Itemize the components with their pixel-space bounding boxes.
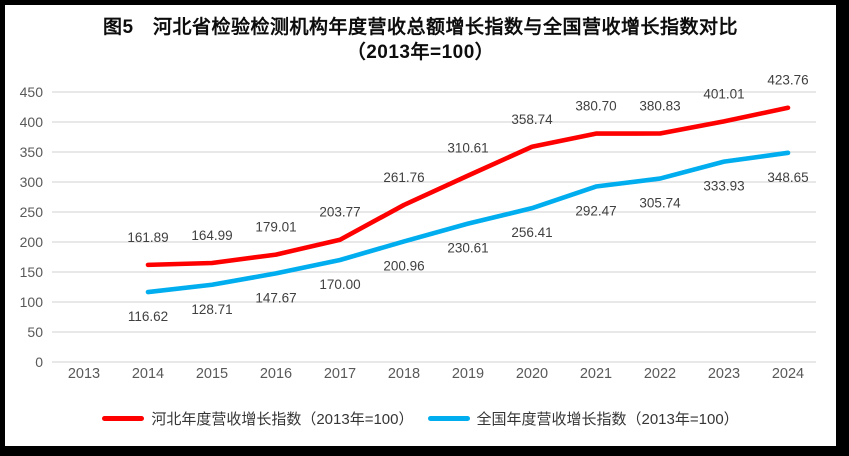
x-axis-tick-label: 2022 (644, 366, 676, 382)
x-axis-tick-label: 2017 (324, 366, 356, 382)
legend-swatch-1 (427, 416, 470, 421)
chart-canvas: 0 50 100 150 200 250 300 350 400 450 2013 2014 2015 2… (5, 5, 836, 446)
data-label: 310.61 (447, 141, 488, 156)
line-chart: 0 50 100 150 200 250 300 350 400 450 2013 2014 2015 2… (20, 73, 816, 382)
y-axis-tick-label: 350 (20, 144, 44, 160)
x-axis-tick-label: 2024 (772, 366, 804, 382)
data-label: 203.77 (319, 205, 360, 220)
data-label: 380.83 (639, 99, 680, 114)
data-label: 128.71 (191, 302, 232, 317)
data-label: 116.62 (128, 309, 168, 324)
x-axis-tick-label: 2018 (388, 366, 420, 382)
y-axis-tick-label: 150 (20, 264, 44, 280)
legend-label-0: 河北年度营收增长指数（2013年=100） (151, 411, 414, 428)
data-label: 179.01 (255, 220, 296, 235)
chart-title: 图5 河北省检验检测机构年度营收总额增长指数与全国营收增长指数对比 （2013年… (5, 15, 836, 65)
data-label: 200.96 (383, 258, 424, 273)
data-label: 348.65 (767, 170, 808, 185)
y-axis-tick-label: 100 (20, 294, 44, 310)
data-label: 380.70 (575, 99, 616, 114)
data-label: 256.41 (511, 225, 552, 240)
data-label: 292.47 (575, 204, 616, 219)
series-line-0 (145, 105, 791, 268)
legend-item-1: 全国年度营收增长指数（2013年=100） (427, 408, 739, 429)
data-label: 147.67 (255, 290, 296, 305)
y-axis-tick-label: 300 (20, 174, 44, 190)
data-label: 423.76 (767, 73, 808, 88)
x-axis-tick-label: 2020 (516, 366, 548, 382)
x-axis-tick-label: 2014 (132, 366, 164, 382)
y-axis-tick-label: 0 (35, 354, 43, 370)
y-axis-tick-label: 400 (20, 114, 44, 130)
y-axis-tick-label: 200 (20, 234, 44, 250)
legend-item-0: 河北年度营收增长指数（2013年=100） (102, 408, 414, 429)
chart-title-line1: 图5 河北省检验检测机构年度营收总额增长指数与全国营收增长指数对比 (102, 17, 739, 38)
x-axis-tick-label: 2023 (708, 366, 740, 382)
chart-title-line2: （2013年=100） (346, 42, 495, 63)
legend-swatch-0 (102, 416, 145, 421)
data-label: 230.61 (447, 241, 488, 256)
legend-label-1: 全国年度营收增长指数（2013年=100） (476, 411, 739, 428)
y-axis-tick-label: 50 (27, 324, 43, 340)
chart-legend: 河北年度营收增长指数（2013年=100） 全国年度营收增长指数（2013年=10… (5, 408, 836, 429)
series-line-1 (145, 150, 791, 295)
data-label: 164.99 (191, 228, 232, 243)
x-axis-tick-label: 2016 (260, 366, 292, 382)
x-axis-tick-label: 2015 (196, 366, 228, 382)
data-label: 333.93 (703, 179, 744, 194)
x-axis-tick-label: 2019 (452, 366, 484, 382)
x-axis-tick-label: 2021 (580, 366, 612, 382)
data-label: 161.89 (127, 230, 168, 245)
y-axis-tick-label: 250 (20, 204, 44, 220)
x-axis-tick-label: 2013 (68, 366, 100, 382)
data-label: 305.74 (639, 196, 681, 211)
y-axis-tick-label: 450 (20, 84, 44, 100)
data-label: 401.01 (703, 86, 744, 101)
data-label: 170.00 (319, 277, 360, 292)
data-label: 261.76 (383, 170, 424, 185)
data-label: 358.74 (511, 112, 553, 127)
